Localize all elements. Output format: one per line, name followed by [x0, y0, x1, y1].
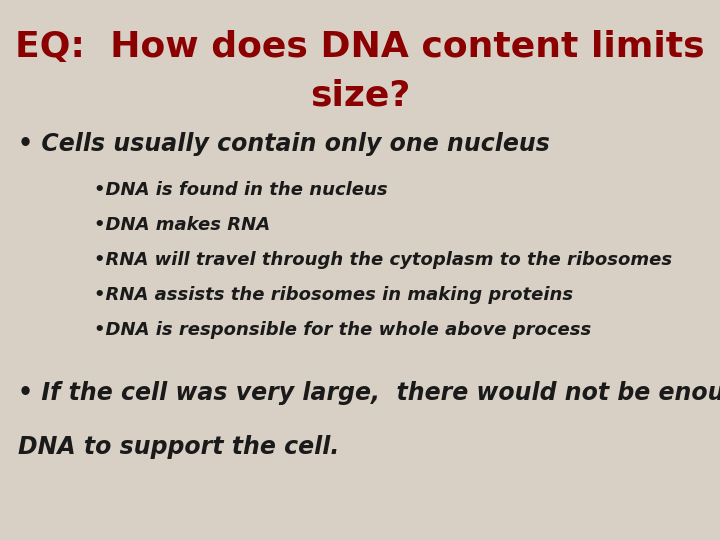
Text: •DNA is responsible for the whole above process: •DNA is responsible for the whole above …	[94, 321, 591, 339]
Text: •DNA makes RNA: •DNA makes RNA	[94, 216, 270, 234]
Text: DNA to support the cell.: DNA to support the cell.	[18, 435, 339, 458]
Text: size?: size?	[310, 78, 410, 112]
Text: •RNA assists the ribosomes in making proteins: •RNA assists the ribosomes in making pro…	[94, 286, 572, 304]
Text: EQ:  How does DNA content limits: EQ: How does DNA content limits	[15, 30, 705, 64]
Text: • If the cell was very large,  there would not be enough: • If the cell was very large, there woul…	[18, 381, 720, 404]
Text: •RNA will travel through the cytoplasm to the ribosomes: •RNA will travel through the cytoplasm t…	[94, 251, 672, 269]
Text: •DNA is found in the nucleus: •DNA is found in the nucleus	[94, 181, 387, 199]
Text: • Cells usually contain only one nucleus: • Cells usually contain only one nucleus	[18, 132, 550, 156]
